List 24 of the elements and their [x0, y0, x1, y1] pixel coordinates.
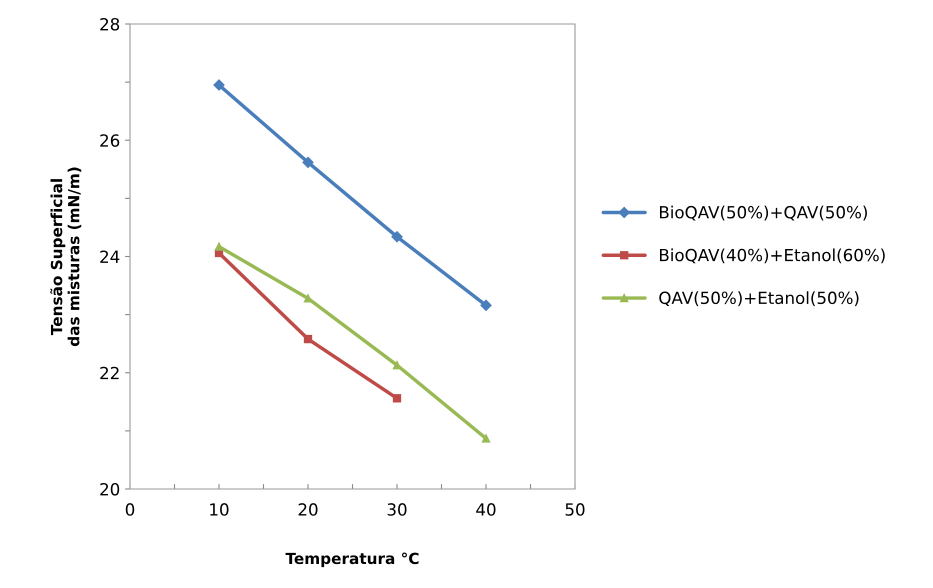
y-tick-label: 24 [100, 250, 120, 263]
point [304, 334, 312, 344]
point [391, 231, 403, 242]
point [213, 79, 225, 91]
legend-label: BioQAV(40%)+Etanol(60%) [660, 248, 885, 264]
y-tick-label: 28 [100, 18, 120, 31]
y-tick-label: 26 [100, 134, 120, 147]
point [214, 242, 224, 251]
x-tick-label: 40 [476, 503, 496, 516]
point [302, 156, 314, 168]
legend-label: QAV(50%)+Etanol(50%) [659, 291, 859, 306]
y-tick-label: 20 [100, 482, 120, 496]
legend-label: BioQAV(50%)+QAV(50%) [660, 206, 867, 220]
x-tick-label: 0 [126, 503, 134, 516]
y-axis-title: Tensão Superficial das misturas (mN/m) [50, 168, 82, 346]
y-tick-label: 22 [100, 366, 119, 380]
x-tick-label: 10 [210, 503, 228, 516]
x-tick-label: 50 [566, 503, 584, 516]
point [392, 394, 402, 402]
x-tick-label: 30 [388, 503, 406, 516]
x-axis-title: Temperatura °C [286, 552, 419, 568]
point [482, 434, 490, 443]
x-tick-label: 20 [298, 503, 318, 516]
point [480, 300, 492, 311]
